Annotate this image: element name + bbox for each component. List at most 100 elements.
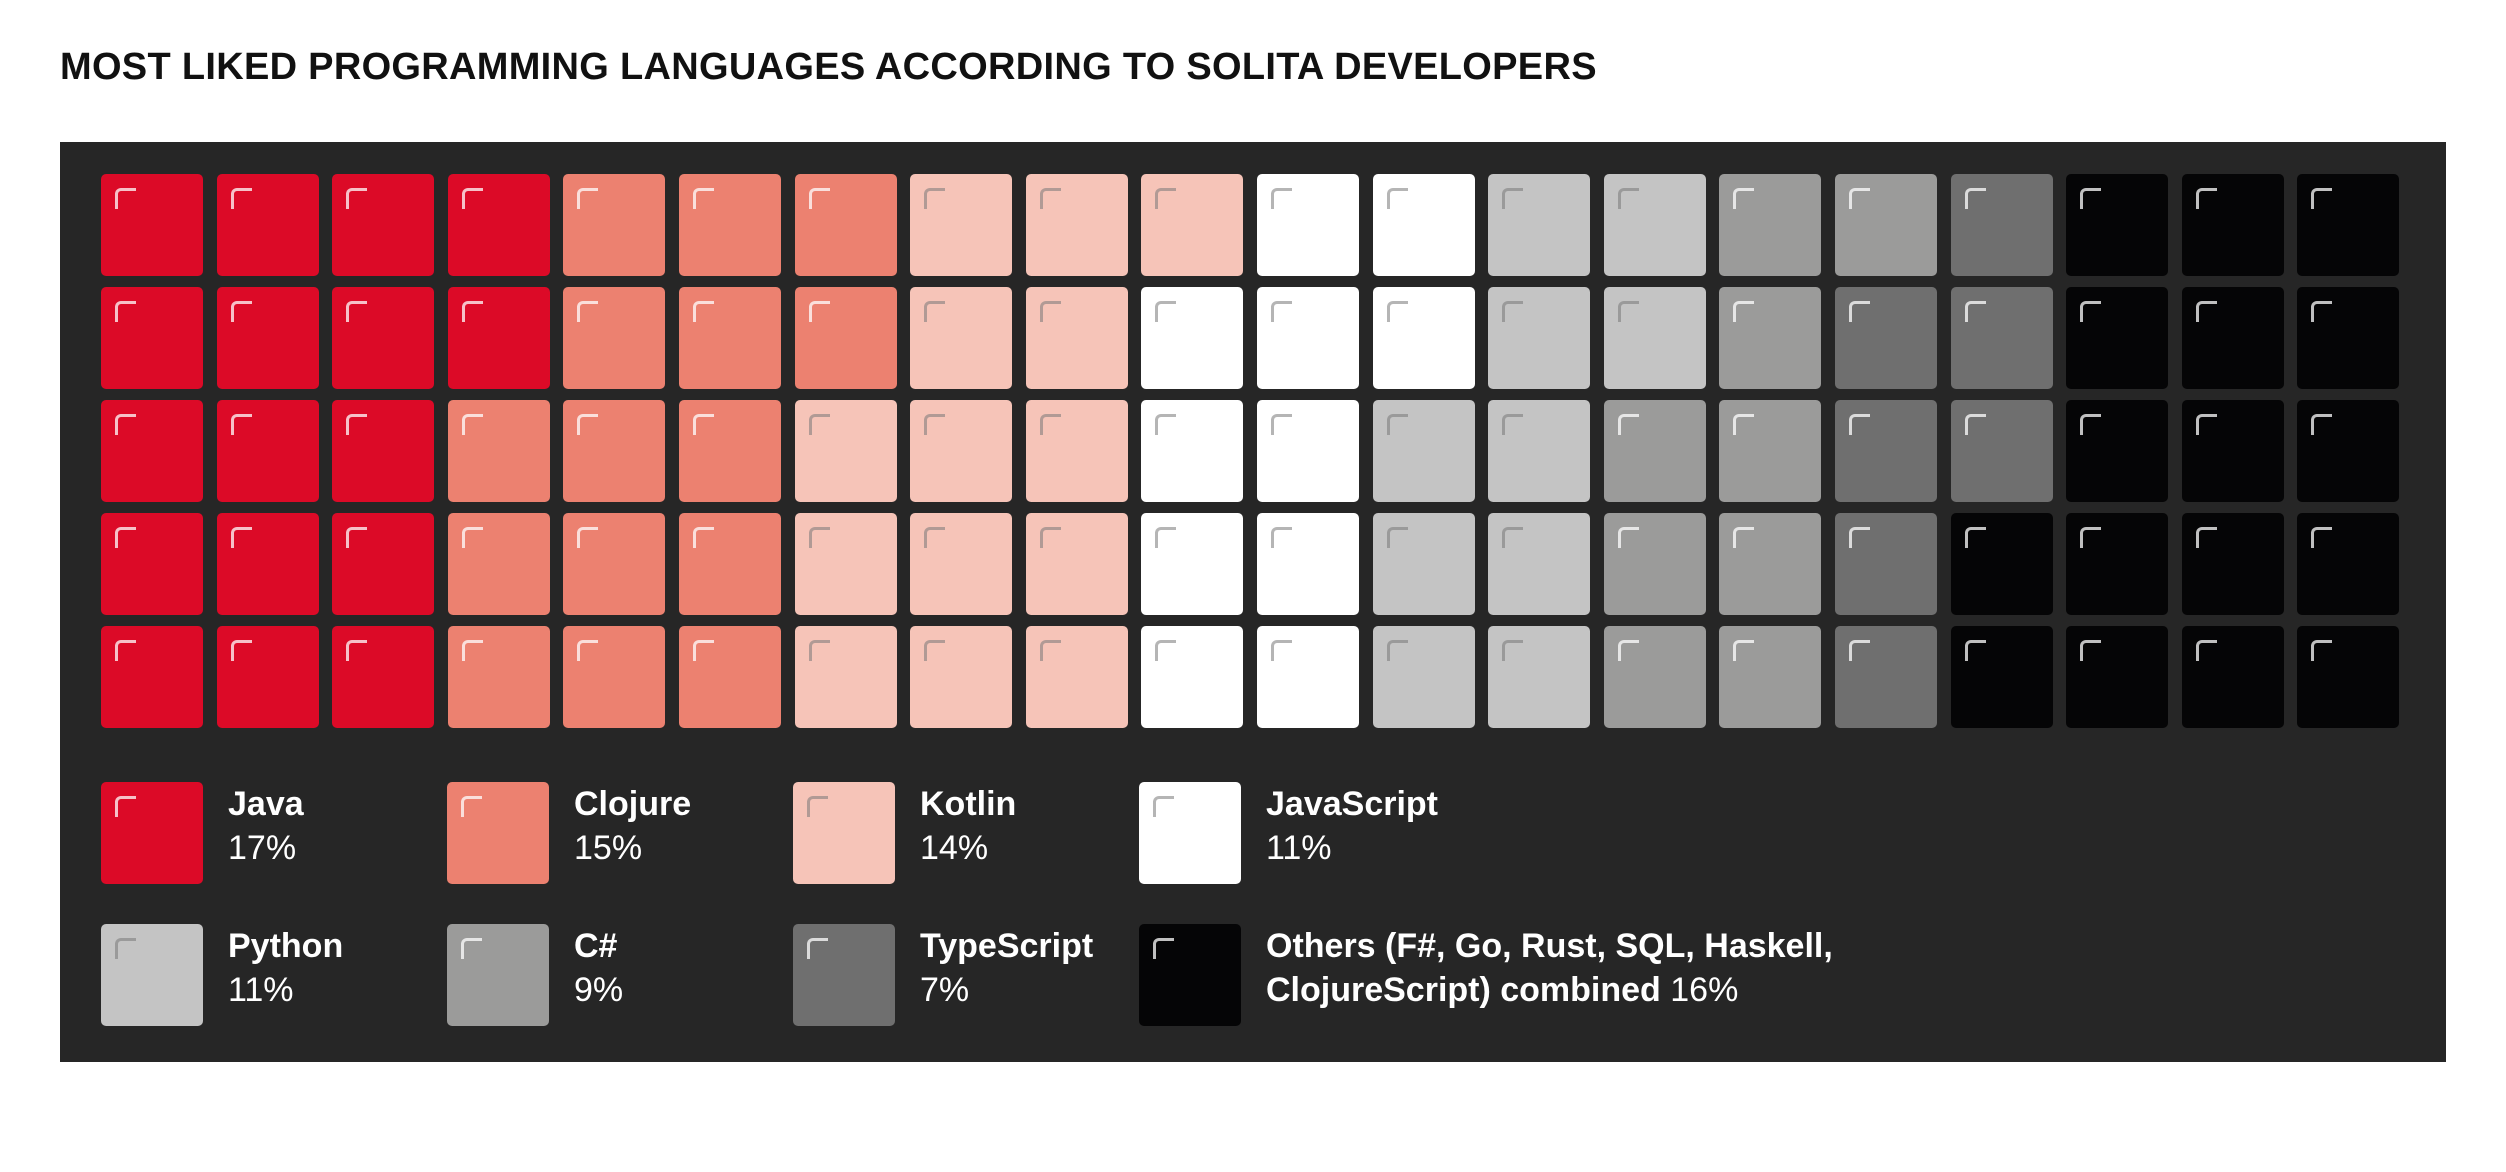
waffle-cell-java	[216, 626, 319, 728]
legend-value: 16%	[1670, 971, 1739, 1009]
waffle-cell-others-f-go-rust-sql-has	[2297, 626, 2400, 728]
waffle-cell-others-f-go-rust-sql-has	[2066, 400, 2169, 502]
waffle-cell-python	[1488, 400, 1591, 502]
legend-value: 15%	[574, 829, 643, 867]
chart-title: MOST LIKED PROGRAMMING LANGUAGES ACCORDI…	[60, 46, 1597, 88]
waffle-cell-java	[101, 174, 203, 276]
waffle-cell-java	[101, 513, 203, 615]
waffle-cell-python	[1488, 513, 1591, 615]
waffle-cell-others-f-go-rust-sql-has	[1950, 626, 2053, 728]
waffle-cell-clojure	[563, 626, 666, 728]
legend-swatch	[101, 782, 203, 884]
legend-name: Kotlin	[920, 785, 1017, 823]
waffle-cell-c	[1719, 626, 1822, 728]
waffle-cell-others-f-go-rust-sql-has	[2181, 626, 2284, 728]
legend-value: 11%	[1266, 829, 1332, 867]
waffle-cell-typescript	[1950, 400, 2053, 502]
waffle-cell-python	[1603, 174, 1706, 276]
waffle-cell-java	[332, 174, 435, 276]
waffle-cell-clojure	[679, 287, 781, 389]
legend: Java 17% Clojure 15% Kotlin 14% JavaScript 11% P…	[101, 782, 2401, 1042]
waffle-cell-c	[1719, 287, 1822, 389]
waffle-cell-typescript	[1835, 513, 1937, 615]
waffle-cell-others-f-go-rust-sql-has	[2181, 174, 2284, 276]
waffle-cell-javascript	[1257, 287, 1359, 389]
waffle-cell-typescript	[1950, 287, 2053, 389]
waffle-cell-typescript	[1835, 400, 1937, 502]
waffle-cell-javascript	[1257, 513, 1359, 615]
waffle-cell-kotlin	[1025, 513, 1128, 615]
waffle-cell-others-f-go-rust-sql-has	[2181, 513, 2284, 615]
legend-name: Python	[228, 927, 344, 965]
waffle-cell-others-f-go-rust-sql-has	[2066, 626, 2169, 728]
waffle-cell-others-f-go-rust-sql-has	[2066, 513, 2169, 615]
waffle-cell-kotlin	[1025, 174, 1128, 276]
waffle-cell-kotlin	[794, 400, 897, 502]
waffle-cell-kotlin	[910, 513, 1013, 615]
waffle-cell-java	[101, 400, 203, 502]
waffle-cell-java	[332, 287, 435, 389]
waffle-cell-java	[216, 400, 319, 502]
waffle-cell-others-f-go-rust-sql-has	[2181, 287, 2284, 389]
waffle-cell-others-f-go-rust-sql-has	[1950, 513, 2053, 615]
waffle-cell-java	[447, 174, 550, 276]
waffle-cell-c	[1719, 400, 1822, 502]
waffle-cell-javascript	[1257, 626, 1359, 728]
legend-name: TypeScript	[920, 927, 1094, 965]
legend-label: Others (F#, Go, Rust, SQL, Haskell, Cloju…	[1266, 924, 1833, 1012]
waffle-cell-c	[1603, 513, 1706, 615]
waffle-cell-c	[1719, 174, 1822, 276]
waffle-cell-typescript	[1835, 287, 1937, 389]
waffle-cell-clojure	[794, 287, 897, 389]
legend-label: Python 11%	[228, 924, 343, 1012]
legend-name: Clojure	[574, 785, 692, 823]
waffle-cell-clojure	[794, 174, 897, 276]
legend-value: 9%	[574, 971, 624, 1009]
waffle-cell-kotlin	[794, 513, 897, 615]
legend-name-line: Others (F#, Go, Rust, SQL, Haskell,	[1266, 927, 1833, 965]
waffle-cell-java	[447, 287, 550, 389]
waffle-cell-kotlin	[1141, 174, 1244, 276]
legend-name: C#	[574, 927, 618, 965]
waffle-cell-javascript	[1257, 174, 1359, 276]
legend-label: TypeScript 7%	[920, 924, 1093, 1012]
waffle-cell-others-f-go-rust-sql-has	[2297, 400, 2400, 502]
waffle-cell-clojure	[679, 626, 781, 728]
waffle-cell-clojure	[563, 400, 666, 502]
waffle-cell-python	[1488, 287, 1591, 389]
waffle-cell-kotlin	[794, 626, 897, 728]
waffle-cell-others-f-go-rust-sql-has	[2066, 174, 2169, 276]
legend-name: ClojureScript) combined	[1266, 971, 1671, 1009]
waffle-cell-javascript	[1141, 287, 1244, 389]
waffle-cell-java	[332, 626, 435, 728]
legend-label: C# 9%	[574, 924, 623, 1012]
legend-label: Clojure 15%	[574, 782, 691, 870]
waffle-cell-python	[1488, 174, 1591, 276]
waffle-cell-javascript	[1141, 513, 1244, 615]
legend-label: Kotlin 14%	[920, 782, 1016, 870]
waffle-cell-javascript	[1372, 287, 1475, 389]
waffle-cell-java	[216, 287, 319, 389]
waffle-cell-c	[1835, 174, 1937, 276]
legend-name: JavaScript	[1266, 785, 1438, 823]
legend-swatch	[1139, 924, 1241, 1026]
legend-name: Java	[228, 785, 304, 823]
waffle-cell-java	[101, 287, 203, 389]
waffle-cell-java	[216, 513, 319, 615]
legend-label: JavaScript 11%	[1266, 782, 1438, 870]
legend-value: 7%	[920, 971, 970, 1009]
waffle-cell-typescript	[1835, 626, 1937, 728]
legend-value: 11%	[228, 971, 294, 1009]
waffle-cell-c	[1603, 626, 1706, 728]
legend-value: 14%	[920, 829, 989, 867]
waffle-cell-clojure	[447, 513, 550, 615]
waffle-cell-clojure	[679, 400, 781, 502]
legend-swatch	[447, 924, 549, 1026]
waffle-cell-others-f-go-rust-sql-has	[2181, 400, 2284, 502]
waffle-cell-kotlin	[910, 287, 1013, 389]
legend-swatch	[447, 782, 549, 884]
waffle-cell-kotlin	[910, 400, 1013, 502]
waffle-cell-others-f-go-rust-sql-has	[2066, 287, 2169, 389]
waffle-cell-javascript	[1141, 626, 1244, 728]
waffle-cell-kotlin	[1025, 400, 1128, 502]
